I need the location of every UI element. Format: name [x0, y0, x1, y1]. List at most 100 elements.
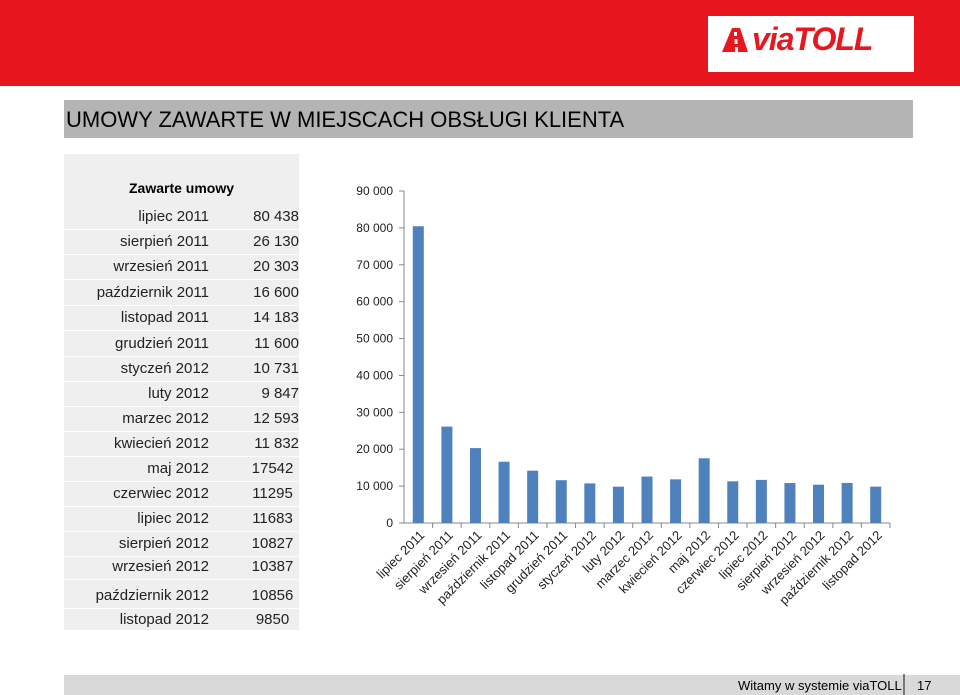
- bar: [527, 470, 539, 523]
- bar: [441, 426, 453, 523]
- bar: [670, 479, 682, 523]
- table-cell-month: wrzesień 2012: [112, 558, 209, 575]
- table-row: lipiec 2012 11683: [64, 508, 299, 532]
- row-separator: [64, 229, 299, 230]
- row-separator: [64, 632, 299, 633]
- table-row: październik 2012 10856: [64, 585, 299, 609]
- row-separator: [64, 330, 299, 331]
- y-tick-label: 70 000: [356, 258, 393, 272]
- bar: [870, 486, 882, 523]
- table-row: lipiec 2011 80 438: [64, 206, 299, 230]
- table-cell-value: 11295: [252, 485, 293, 502]
- y-tick-label: 80 000: [356, 221, 393, 235]
- table-row: marzec 2012 12 593: [64, 408, 299, 432]
- row-separator: [64, 381, 299, 382]
- table-row: wrzesień 2011 20 303: [64, 256, 299, 280]
- bar: [412, 226, 424, 523]
- y-tick-label: 20 000: [356, 442, 393, 456]
- table-row: kwiecień 2012 11 832: [64, 433, 299, 457]
- bar: [813, 484, 825, 523]
- bar: [584, 483, 596, 523]
- table-cell-month: lipiec 2011: [138, 208, 209, 225]
- table-cell-month: marzec 2012: [122, 410, 209, 427]
- table-row: wrzesień 2012 10387: [64, 556, 299, 580]
- bar: [698, 458, 710, 523]
- y-tick-label: 30 000: [356, 405, 393, 419]
- bar: [841, 482, 853, 523]
- bar: [612, 486, 624, 523]
- table-cell-month: grudzień 2011: [115, 335, 209, 352]
- table-cell-month: listopad 2011: [120, 309, 209, 326]
- bar: [755, 479, 767, 523]
- bar: [727, 481, 739, 523]
- row-separator: [64, 481, 299, 482]
- table-row: grudzień 2011 11 600: [64, 333, 299, 357]
- table-cell-month: maj 2012: [147, 460, 209, 477]
- table-row: maj 2012 17542: [64, 458, 299, 482]
- bar: [784, 483, 796, 523]
- table-header-label: Zawarte umowy: [128, 180, 235, 196]
- table-cell-month: wrzesień 2011: [113, 258, 209, 275]
- table-cell-value: 10856: [251, 587, 294, 604]
- logo-text: viaTOLL: [752, 21, 873, 57]
- table-row: październik 2011 16 600: [64, 282, 299, 306]
- title-bar: UMOWY ZAWARTE W MIEJSCACH OBSŁUGI KLIENT…: [64, 100, 913, 138]
- table-cell-value: 12 593: [253, 410, 299, 427]
- table-cell-month: czerwiec 2012: [113, 485, 209, 502]
- table-cell-value: 14 183: [253, 309, 299, 326]
- road-icon: [722, 28, 748, 52]
- table-cell-value: 16 600: [253, 284, 299, 301]
- bar: [469, 448, 481, 523]
- row-separator: [64, 279, 299, 280]
- bar: [555, 480, 567, 523]
- table-cell-month: lipiec 2012: [137, 510, 209, 527]
- table-cell-value: 20 303: [253, 258, 299, 275]
- table-cell-value: 17542: [251, 460, 294, 477]
- table-cell-month: sierpień 2012: [118, 535, 209, 552]
- table-row: styczeń 2012 10 731: [64, 358, 299, 382]
- y-tick-label: 10 000: [356, 479, 393, 493]
- table-cell-month: październik 2011: [96, 284, 209, 301]
- table-cell-month: styczeń 2012: [120, 360, 209, 377]
- row-separator: [64, 531, 299, 532]
- y-tick-label: 50 000: [356, 332, 393, 346]
- table-cell-value: 11683: [252, 510, 293, 527]
- row-separator: [64, 579, 299, 580]
- table-header: Zawarte umowy: [64, 180, 299, 198]
- table-cell-month: kwiecień 2012: [113, 435, 209, 452]
- y-tick-label: 60 000: [356, 295, 393, 309]
- table-cell-value: 26 130: [253, 233, 299, 250]
- table-cell-month: październik 2012: [95, 587, 209, 604]
- table-cell-value: 11 600: [254, 335, 299, 352]
- table-cell-month: sierpień 2011: [120, 233, 209, 250]
- bar-chart: 0 10 000 20 000 30 000 40 000 50 000 60 000 70 …: [356, 184, 891, 608]
- table-row: listopad 2012 9850: [64, 609, 299, 633]
- page-title: UMOWY ZAWARTE W MIEJSCACH OBSŁUGI KLIENT…: [66, 107, 625, 132]
- row-separator: [64, 431, 299, 432]
- table-cell-value: 9 847: [261, 385, 299, 402]
- bar: [498, 461, 510, 523]
- table-cell-value: 11 832: [254, 435, 299, 452]
- table-row: czerwiec 2012 11295: [64, 483, 299, 507]
- row-separator: [64, 356, 299, 357]
- table-cell-value: 10827: [251, 535, 294, 552]
- bar: [641, 476, 653, 523]
- footer-bar: [64, 675, 960, 695]
- data-table: [64, 154, 299, 630]
- table-row: sierpień 2012 10827: [64, 533, 299, 557]
- footer-text: Witamy w systemie viaTOLL: [738, 678, 902, 693]
- row-separator: [64, 406, 299, 407]
- table-cell-value: 80 438: [253, 208, 299, 225]
- table-cell-value: 10387: [251, 558, 294, 575]
- row-separator: [64, 456, 299, 457]
- y-tick-label: 0: [386, 516, 393, 530]
- table-cell-value: 9850: [255, 611, 290, 628]
- page-number: 17: [917, 678, 932, 693]
- row-separator: [64, 254, 299, 255]
- y-tick-label: 90 000: [356, 184, 393, 198]
- viatoll-logo: viaTOLL: [708, 16, 914, 72]
- table-row: luty 2012 9 847: [64, 383, 299, 407]
- table-cell-month: luty 2012: [148, 385, 209, 402]
- footer-divider: [903, 674, 905, 695]
- row-separator: [64, 556, 299, 557]
